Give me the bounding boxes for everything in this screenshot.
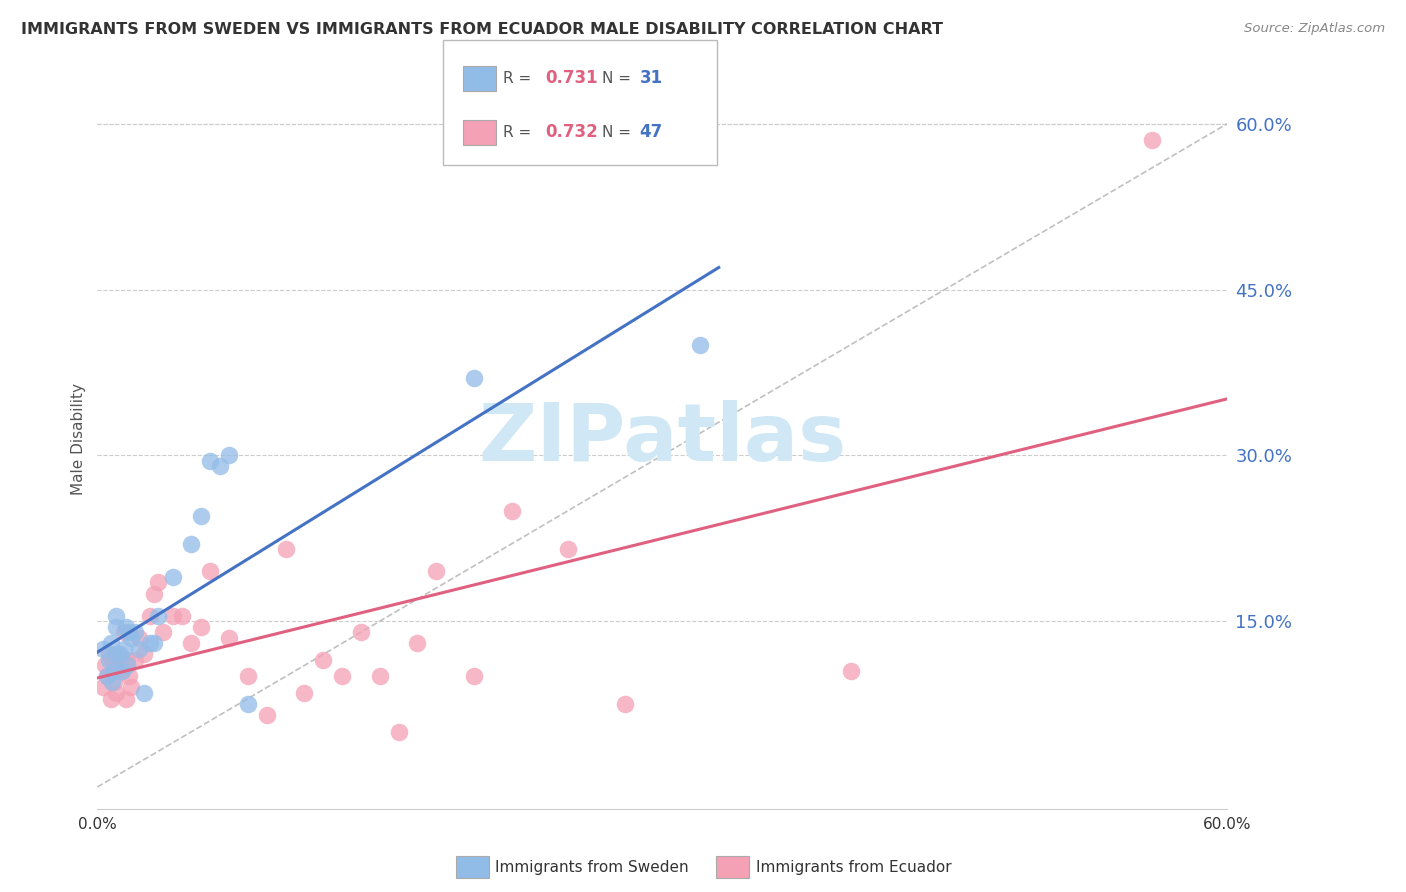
Point — [100, 691, 122, 706]
Point — [91, 641, 114, 656]
Point — [463, 371, 485, 385]
Y-axis label: Male Disability: Male Disability — [72, 383, 86, 495]
Point — [142, 636, 165, 650]
Point — [236, 697, 259, 711]
Point — [105, 620, 128, 634]
Point — [172, 608, 194, 623]
Point — [162, 570, 184, 584]
Point — [105, 648, 128, 662]
Point — [94, 658, 117, 673]
Point — [256, 708, 278, 723]
Point — [114, 620, 136, 634]
Point — [190, 509, 212, 524]
Point — [124, 625, 146, 640]
Text: 47: 47 — [640, 123, 664, 141]
Point — [100, 636, 122, 650]
Point — [557, 542, 579, 557]
Point — [128, 631, 150, 645]
Point — [406, 636, 429, 650]
Point — [294, 686, 316, 700]
Point — [103, 664, 125, 678]
Text: ZIPatlas: ZIPatlas — [478, 400, 846, 478]
Point — [128, 641, 150, 656]
Point — [839, 664, 862, 678]
Point — [118, 625, 141, 640]
Point — [463, 669, 485, 683]
Point — [1140, 133, 1163, 147]
Point — [105, 664, 128, 678]
Text: IMMIGRANTS FROM SWEDEN VS IMMIGRANTS FROM ECUADOR MALE DISABILITY CORRELATION CH: IMMIGRANTS FROM SWEDEN VS IMMIGRANTS FRO… — [21, 22, 943, 37]
Point — [134, 648, 156, 662]
Text: Immigrants from Sweden: Immigrants from Sweden — [495, 860, 689, 874]
Point — [124, 653, 146, 667]
Point — [425, 565, 447, 579]
Point — [101, 653, 124, 667]
Point — [152, 625, 174, 640]
Point — [200, 565, 222, 579]
Point — [139, 608, 162, 623]
Point — [501, 503, 523, 517]
Point — [120, 681, 142, 695]
Point — [112, 625, 135, 640]
Point — [274, 542, 297, 557]
Point — [103, 675, 125, 690]
Point — [97, 653, 120, 667]
Text: 0.731: 0.731 — [546, 70, 598, 87]
Point — [107, 648, 129, 662]
Point — [208, 459, 231, 474]
Point — [350, 625, 373, 640]
Point — [112, 641, 135, 656]
Point — [111, 664, 134, 678]
Point — [200, 454, 222, 468]
Point — [146, 608, 169, 623]
Point — [108, 648, 131, 662]
Point — [118, 669, 141, 683]
Point — [190, 620, 212, 634]
Point — [689, 338, 711, 352]
Point — [111, 664, 134, 678]
Point — [218, 449, 240, 463]
Text: Source: ZipAtlas.com: Source: ZipAtlas.com — [1244, 22, 1385, 36]
Point — [613, 697, 636, 711]
Point — [218, 631, 240, 645]
Point — [388, 724, 411, 739]
Point — [117, 658, 139, 673]
Point — [146, 575, 169, 590]
Point — [96, 669, 118, 683]
Point — [142, 586, 165, 600]
Text: R =: R = — [503, 125, 537, 139]
Text: R =: R = — [503, 71, 537, 86]
Point — [368, 669, 391, 683]
Point — [180, 537, 202, 551]
Point — [108, 653, 131, 667]
Point — [236, 669, 259, 683]
Point — [97, 648, 120, 662]
Text: N =: N = — [602, 71, 636, 86]
Point — [162, 608, 184, 623]
Point — [134, 686, 156, 700]
Text: 31: 31 — [640, 70, 662, 87]
Point — [114, 691, 136, 706]
Point — [117, 653, 139, 667]
Point — [312, 653, 335, 667]
Point — [139, 636, 162, 650]
Point — [91, 681, 114, 695]
Point — [101, 675, 124, 690]
Point — [120, 631, 142, 645]
Point — [180, 636, 202, 650]
Text: 0.732: 0.732 — [546, 123, 599, 141]
Text: Immigrants from Ecuador: Immigrants from Ecuador — [756, 860, 952, 874]
Point — [105, 686, 128, 700]
Point — [105, 608, 128, 623]
Text: N =: N = — [602, 125, 636, 139]
Point — [330, 669, 353, 683]
Point — [96, 669, 118, 683]
